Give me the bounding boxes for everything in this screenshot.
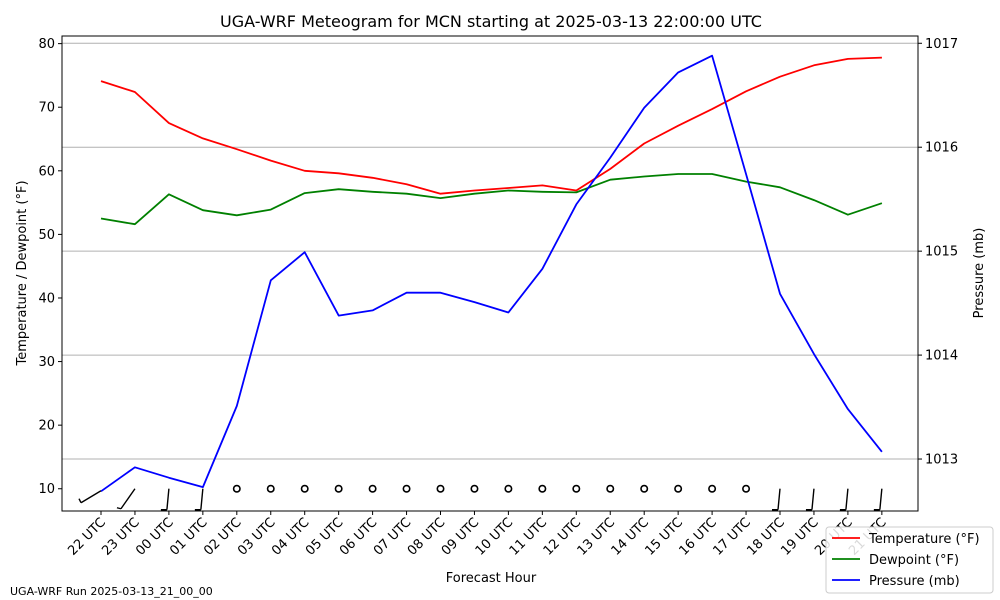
- calm-wind-marker: [470, 484, 479, 493]
- calm-wind-marker: [300, 484, 309, 493]
- calm-wind-marker: [606, 484, 615, 493]
- calm-wind-marker: [368, 484, 377, 493]
- plot-frame: [61, 35, 919, 512]
- wind-barb: [194, 488, 204, 511]
- y-left-tick-label: 80: [38, 37, 55, 52]
- wind-barb: [839, 488, 849, 511]
- calm-wind-marker: [266, 484, 275, 493]
- series-line: [100, 56, 882, 195]
- chart-title: UGA-WRF Meteogram for MCN starting at 20…: [220, 12, 762, 31]
- legend-label: Temperature (°F): [868, 532, 980, 547]
- y-right-tick-label: 1014: [925, 349, 958, 364]
- y-left-tick-label: 70: [38, 101, 55, 116]
- legend-label: Dewpoint (°F): [869, 553, 959, 568]
- legend-box: [825, 526, 994, 594]
- calm-wind-marker: [640, 484, 649, 493]
- calm-wind-marker: [572, 484, 581, 493]
- y-right-tick-label: 1015: [925, 245, 958, 260]
- x-axis-label: Forecast Hour: [446, 571, 537, 586]
- series-line: [100, 54, 883, 493]
- calm-wind-marker: [742, 484, 751, 493]
- y-axis-right-label: Pressure (mb): [972, 228, 987, 319]
- y-left-tick-label: 40: [38, 291, 55, 306]
- series-line: [100, 173, 883, 226]
- y-axis-left-label: Temperature / Dewpoint (°F): [15, 180, 30, 366]
- y-right-tick-label: 1017: [925, 37, 958, 52]
- y-left-tick-label: 60: [38, 164, 55, 179]
- wind-barb: [78, 490, 102, 504]
- y-right-tick-label: 1013: [925, 453, 958, 468]
- wind-barb: [772, 488, 781, 511]
- calm-wind-marker: [504, 484, 513, 493]
- y-left-tick-label: 50: [38, 228, 55, 243]
- y-left-tick-label: 10: [38, 482, 55, 497]
- y-right-tick-label: 1016: [925, 141, 958, 156]
- calm-wind-marker: [436, 484, 445, 493]
- wind-barb: [805, 488, 815, 511]
- calm-wind-marker: [708, 484, 717, 493]
- legend: Temperature (°F) Dewpoint (°F) Pressure (m…: [825, 526, 994, 594]
- wind-barb: [116, 488, 136, 510]
- calm-wind-marker: [538, 484, 547, 493]
- run-footer: UGA-WRF Run 2025-03-13_21_00_00: [10, 585, 213, 598]
- calm-wind-marker: [674, 484, 683, 493]
- wind-barb: [160, 488, 170, 511]
- y-left-tick-label: 30: [38, 355, 55, 370]
- calm-wind-marker: [402, 484, 411, 493]
- y-left-tick-label: 20: [38, 419, 55, 434]
- calm-wind-marker: [334, 484, 343, 493]
- calm-wind-marker: [232, 484, 241, 493]
- legend-label: Pressure (mb): [869, 574, 960, 589]
- wind-barb: [873, 488, 883, 511]
